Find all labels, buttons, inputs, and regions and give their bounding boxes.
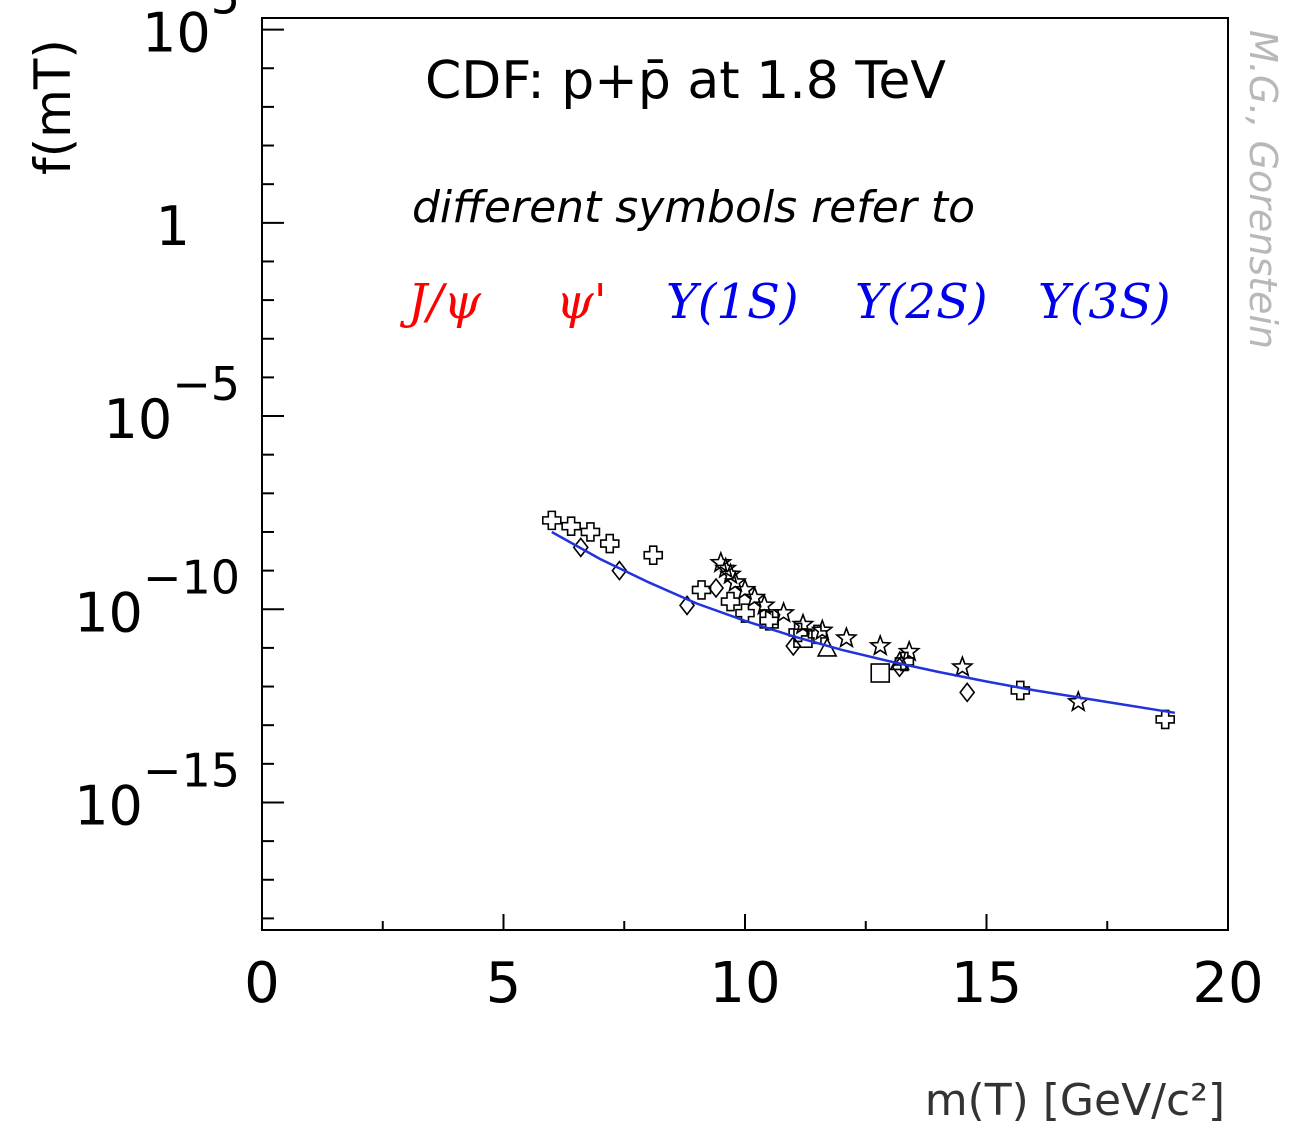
plot-frame bbox=[261, 17, 1229, 931]
legend: J/ψ ψ' Υ(1S) Υ(2S) Υ(3S) bbox=[399, 274, 1171, 330]
marker-diamond bbox=[785, 635, 802, 657]
legend-item-upsilon-3s: Υ(3S) bbox=[1038, 274, 1171, 330]
legend-item-psi-prime: ψ' bbox=[556, 274, 607, 330]
x-tick-label: 20 bbox=[1192, 951, 1263, 1016]
marker-square bbox=[793, 628, 813, 649]
marker-cross bbox=[561, 516, 581, 536]
y-axis-label: f(mT) bbox=[24, 39, 82, 175]
marker-cross bbox=[599, 533, 620, 554]
x-tick-label: 15 bbox=[951, 951, 1022, 1016]
marker-star bbox=[771, 600, 796, 624]
marker-star bbox=[709, 550, 733, 573]
chart-title: CDF: p+p̄ at 1.8 TeV bbox=[425, 51, 946, 111]
marker-cross bbox=[542, 510, 562, 531]
y-tick-label: 10−5 bbox=[103, 357, 240, 451]
x-tick-label: 10 bbox=[709, 951, 780, 1016]
marker-cross bbox=[720, 591, 741, 612]
chart-subtitle: different symbols refer to bbox=[412, 182, 975, 233]
marker-cross bbox=[580, 522, 601, 542]
y-tick-label: 105 bbox=[142, 0, 240, 65]
marker-square bbox=[870, 663, 891, 683]
y-tick-label: 10−10 bbox=[74, 550, 240, 644]
marker-star bbox=[834, 625, 859, 649]
marker-cross bbox=[643, 545, 664, 565]
y-tick-label: 10−15 bbox=[74, 743, 240, 837]
marker-diamond bbox=[959, 682, 976, 703]
marker-star bbox=[810, 618, 834, 641]
marker-diamond bbox=[708, 577, 725, 599]
marker-star bbox=[752, 593, 776, 616]
data-points bbox=[542, 510, 1176, 730]
x-axis-label: m(T) [GeV/c²] bbox=[925, 1075, 1225, 1126]
y-tick-labels: 105 1 10−5 10−10 10−15 bbox=[74, 0, 240, 837]
fit-curve bbox=[551, 530, 1176, 715]
marker-star bbox=[897, 639, 921, 662]
legend-item-upsilon-2s: Υ(2S) bbox=[855, 274, 988, 330]
x-tick-labels: 0 5 10 15 20 bbox=[244, 951, 1263, 1016]
marker-cross bbox=[1155, 709, 1176, 730]
marker-cross bbox=[691, 580, 712, 600]
marker-star bbox=[950, 654, 975, 678]
marker-cross bbox=[894, 651, 915, 672]
marker-star bbox=[868, 633, 892, 656]
marker-star bbox=[714, 556, 738, 579]
x-tick-label: 5 bbox=[486, 951, 522, 1016]
legend-item-jpsi: J/ψ bbox=[399, 274, 482, 330]
marker-cross bbox=[1010, 680, 1031, 701]
marker-diamond bbox=[611, 560, 628, 581]
y-tick-label: 1 bbox=[156, 195, 190, 258]
marker-triangle bbox=[889, 650, 910, 671]
watermark: M.G., Gorenstein bbox=[1241, 30, 1285, 349]
axis-ticks bbox=[261, 28, 1229, 930]
x-tick-label: 0 bbox=[244, 951, 280, 1016]
marker-star bbox=[1066, 689, 1090, 712]
legend-item-upsilon-1s: Υ(1S) bbox=[666, 274, 799, 330]
